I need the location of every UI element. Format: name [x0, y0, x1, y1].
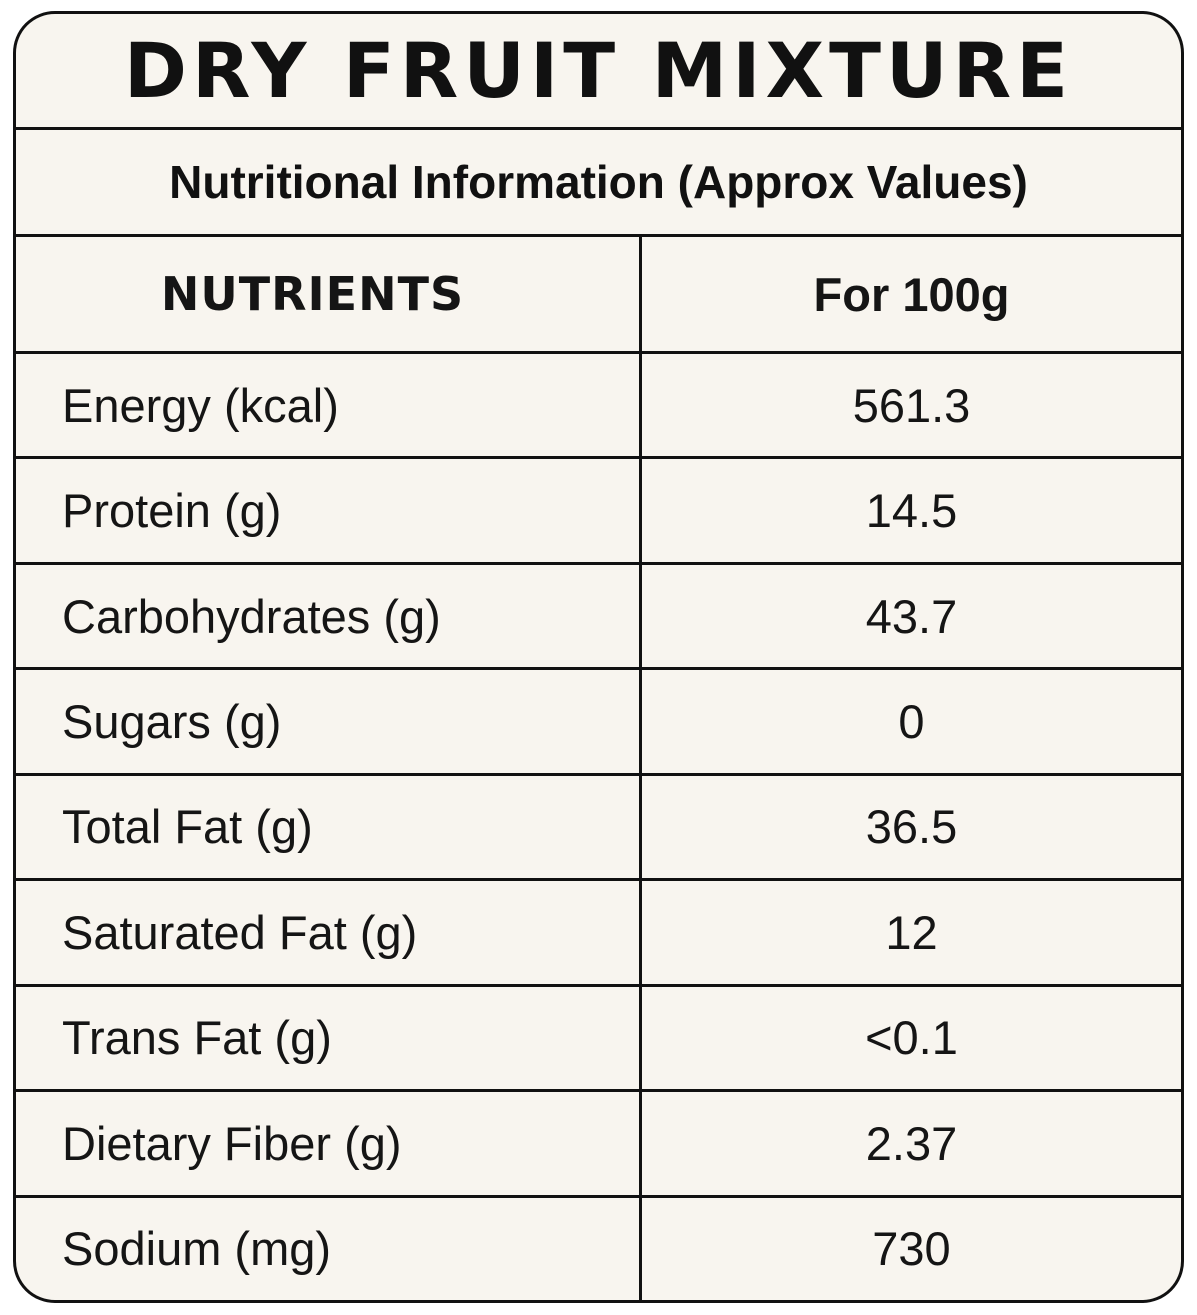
nutrient-value: 36.5: [865, 800, 958, 854]
table-row: Sugars (g) 0: [16, 670, 1181, 776]
nutrient-value: 561.3: [852, 378, 971, 432]
nutrient-name: Saturated Fat (g): [16, 881, 642, 984]
nutrient-name: Energy (kcal): [16, 354, 642, 457]
table-row: Dietary Fiber (g) 2.37: [16, 1092, 1181, 1198]
table-row: Total Fat (g) 36.5: [16, 775, 1181, 882]
table-row: Energy (kcal) 561.3: [16, 354, 1181, 460]
nutrient-name: Carbohydrates (g): [16, 564, 642, 668]
label-title: DRY FRUIT MIXTURE: [16, 14, 1181, 130]
nutrient-value: 12: [885, 905, 938, 959]
nutrient-value: 14.5: [865, 484, 958, 538]
nutrition-label: DRY FRUIT MIXTURE Nutritional Informatio…: [13, 11, 1184, 1303]
table-header-row: NUTRIENTS For 100g: [16, 237, 1181, 354]
header-per-100g: For 100g: [813, 267, 1010, 321]
table-row: Sodium (mg) 730: [16, 1197, 1181, 1300]
nutrient-value: <0.1: [865, 1011, 958, 1065]
nutrient-name: Total Fat (g): [16, 775, 642, 879]
table-row: Trans Fat (g) <0.1: [16, 986, 1181, 1093]
header-nutrients: NUTRIENTS: [16, 237, 642, 351]
nutrient-name: Protein (g): [16, 459, 642, 562]
nutrient-name: Dietary Fiber (g): [16, 1092, 642, 1195]
nutrient-name: Sodium (mg): [16, 1197, 642, 1300]
label-subtitle: Nutritional Information (Approx Values): [16, 130, 1181, 237]
table-row: Protein (g) 14.5: [16, 459, 1181, 565]
nutrient-value: 2.37: [865, 1116, 958, 1170]
nutrient-value: 43.7: [865, 589, 958, 643]
nutrient-name: Sugars (g): [16, 670, 642, 773]
nutrient-name: Trans Fat (g): [16, 986, 642, 1090]
table-row: Carbohydrates (g) 43.7: [16, 564, 1181, 671]
nutrient-value: 0: [898, 695, 925, 749]
nutrient-value: 730: [872, 1222, 951, 1276]
table-row: Saturated Fat (g) 12: [16, 881, 1181, 987]
